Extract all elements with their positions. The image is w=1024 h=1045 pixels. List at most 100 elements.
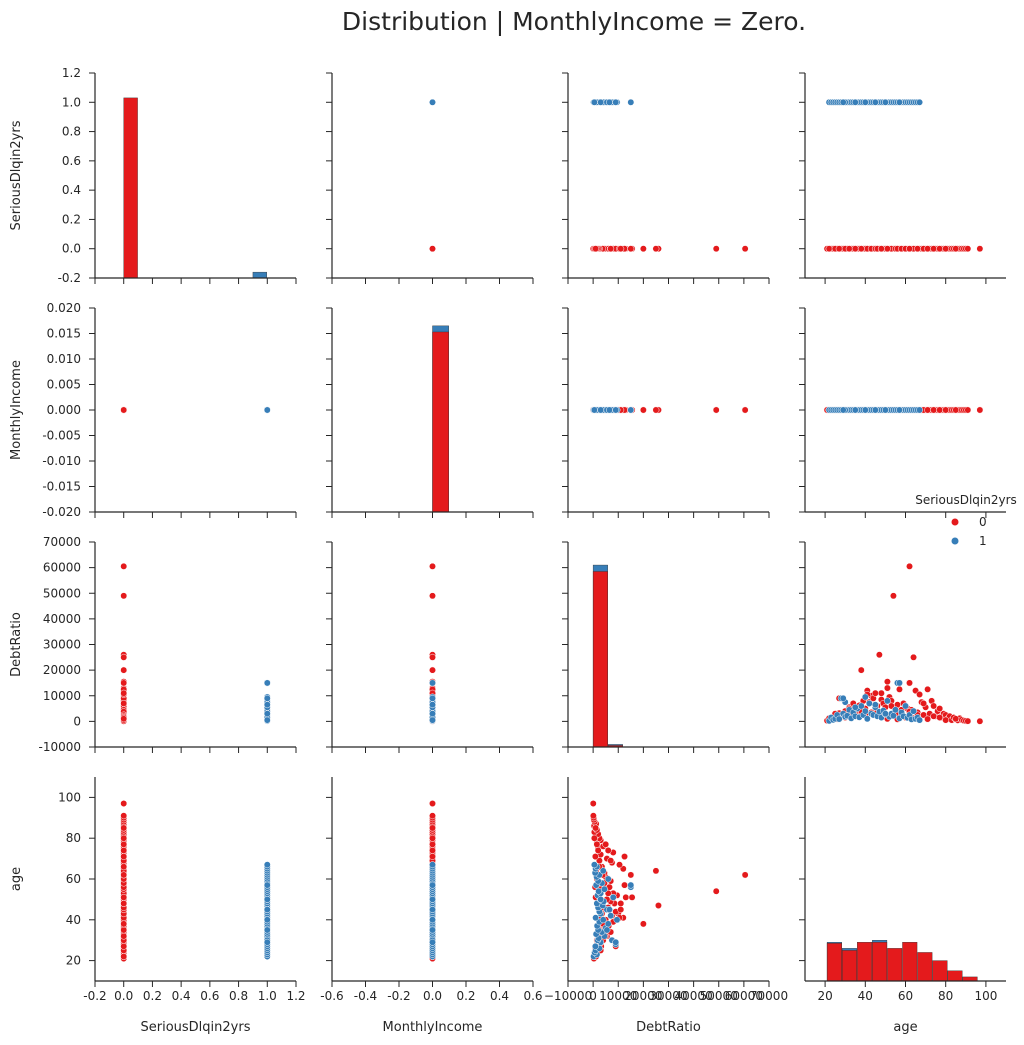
hist-bar — [872, 942, 888, 982]
hist-bar — [592, 571, 608, 748]
x-tick-label: -0.4 — [354, 989, 377, 1003]
x-tick-label: 0.0 — [423, 989, 442, 1003]
scatter-point — [924, 715, 932, 723]
scatter-point — [120, 653, 128, 661]
scatter-point — [930, 702, 938, 710]
scatter-point — [597, 98, 605, 106]
legend: SeriousDlqin2yrs 0 1 — [915, 493, 1017, 548]
y-tick-label: 1.0 — [62, 95, 81, 109]
scatter-point — [892, 706, 899, 714]
scatter-point — [916, 716, 924, 724]
scatter-point — [604, 846, 612, 854]
scatter-point — [613, 916, 621, 924]
scatter-point — [606, 906, 613, 914]
scatter-point — [871, 701, 879, 709]
scatter-point — [920, 699, 928, 707]
scatter-point — [429, 800, 436, 807]
scatter-point — [120, 812, 128, 820]
scatter-point — [616, 861, 623, 869]
panel-r3-c1: -0.6 -0.4 -0.2 0.0 0.2 0.4 0.6 MonthlyIncome — [320, 777, 543, 1035]
scatter-point — [604, 875, 612, 883]
scatter-point — [429, 938, 436, 946]
scatter-point — [607, 912, 615, 920]
legend-marker-1 — [951, 537, 959, 545]
scatter-point — [976, 406, 984, 414]
scatter-point — [906, 679, 913, 687]
y-tick-label: 40 — [66, 913, 81, 927]
scatter-point — [835, 245, 843, 253]
x-tick-label: 0.0 — [114, 989, 133, 1003]
scatter-point — [120, 824, 128, 832]
scatter-point — [936, 705, 944, 713]
scatter-point — [429, 834, 436, 842]
scatter-point — [429, 679, 436, 687]
scatter-point — [930, 245, 938, 253]
scatter-point — [617, 245, 625, 253]
x-tick-label: 80 — [938, 989, 953, 1003]
x-tick-label: 0.4 — [172, 989, 191, 1003]
scatter-point — [877, 689, 885, 697]
scatter-point — [429, 666, 436, 674]
scatter-point — [263, 716, 271, 724]
scatter-point — [592, 914, 600, 922]
x-tick-label: -0.2 — [83, 989, 106, 1003]
scatter-point — [120, 853, 128, 861]
y-tick-label: 30000 — [43, 638, 81, 652]
scatter-point — [599, 867, 607, 875]
x-tick-label: 0.6 — [523, 989, 542, 1003]
scatter-point — [120, 699, 128, 707]
scatter-point — [871, 406, 879, 414]
scatter-point — [861, 406, 869, 414]
scatter-point — [591, 853, 599, 861]
y-tick-label: 0.4 — [62, 183, 81, 197]
scatter-point — [592, 824, 600, 832]
scatter-point — [881, 710, 889, 718]
scatter-point — [851, 245, 859, 253]
panel-r1-c3 — [799, 307, 1006, 518]
scatter-point — [120, 846, 128, 854]
scatter-point — [606, 406, 613, 414]
panel-r2-c0: -10000 0 10000 20000 30000 40000 50000 60000 700… — [9, 535, 297, 754]
x-axis-title: SeriousDlqin2yrs — [141, 1020, 251, 1035]
scatter-point — [712, 406, 720, 414]
y-tick-label: -0.020 — [42, 505, 81, 519]
x-tick-label: 100 — [974, 989, 997, 1003]
scatter-point — [881, 406, 889, 414]
y-axis-title: age — [9, 867, 24, 891]
y-tick-label: 0.020 — [47, 301, 81, 315]
panel-r0-c2 — [562, 72, 770, 284]
scatter-point — [839, 694, 847, 702]
x-tick-label: 0.2 — [143, 989, 162, 1003]
scatter-point — [120, 689, 128, 697]
scatter-point — [896, 685, 903, 693]
panel-r3-c3: 20 40 60 80 100 age — [799, 777, 1006, 1035]
scatter-point — [896, 406, 903, 414]
scatter-point — [936, 714, 944, 721]
y-tick-label: 40000 — [43, 612, 81, 626]
scatter-point — [120, 715, 128, 723]
y-tick-label: 10000 — [43, 689, 81, 703]
scatter-point — [263, 679, 271, 687]
scatter-point — [593, 840, 601, 848]
scatter-point — [599, 916, 607, 924]
scatter-point — [120, 666, 128, 674]
scatter-point — [639, 245, 647, 253]
y-axis-title: SeriousDlqin2yrs — [9, 120, 24, 230]
legend-marker-0 — [951, 518, 959, 526]
scatter-point — [861, 98, 869, 106]
y-tick-label: 0.015 — [47, 327, 81, 341]
scatter-point — [952, 245, 960, 253]
scatter-point — [936, 406, 944, 414]
scatter-point — [120, 953, 128, 960]
scatter-point — [594, 846, 602, 854]
scatter-point — [883, 678, 891, 686]
scatter-point — [628, 893, 636, 901]
x-tick-label: −10000 — [544, 989, 592, 1003]
scatter-point — [916, 98, 924, 106]
scatter-point — [429, 98, 436, 106]
scatter-point — [741, 406, 749, 414]
scatter-point — [964, 717, 972, 725]
scatter-point — [942, 716, 950, 724]
